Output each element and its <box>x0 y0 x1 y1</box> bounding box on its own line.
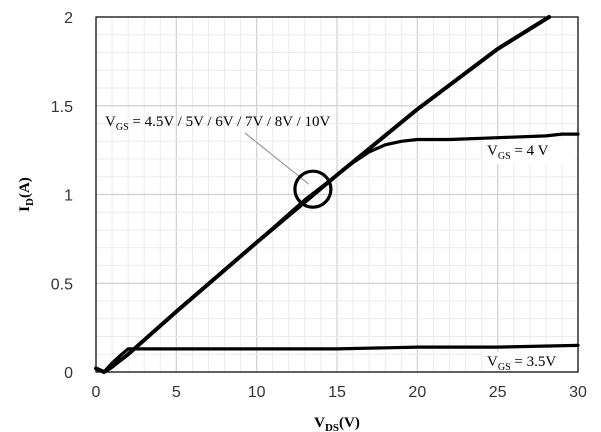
annotation-vgs-3-5-sub: GS <box>498 362 511 373</box>
x-tick-label: 5 <box>172 384 181 401</box>
annotation-target-circle <box>293 169 333 209</box>
annotation-vgs-4-main: V <box>487 143 498 159</box>
annotation-vgs-multi-main: V <box>105 114 116 130</box>
annotation-vgs-4-background <box>483 140 575 164</box>
tick-labels: 0 5 10 15 20 25 30 0 0.5 1 1.5 2 <box>51 10 587 401</box>
annotation-vgs-multi: VGS = 4.5V / 5V / 6V / 7V / 8V / 10V <box>105 114 330 133</box>
annotation-vgs-3-5-main: V <box>487 354 498 370</box>
series-line-vgs-4v <box>94 132 580 374</box>
annotation-vgs-3-5-background <box>483 352 575 371</box>
x-axis-title-unit: (V) <box>339 415 360 431</box>
annotation-vgs-4-sub: GS <box>498 151 511 162</box>
annotation-vgs-4: VGS = 4 V <box>487 143 549 162</box>
grid <box>95 16 579 373</box>
annotation-vgs-3-5: VGS = 3.5V <box>487 354 556 373</box>
y-tick-label: 0 <box>64 365 73 382</box>
x-tick-label: 30 <box>569 384 587 401</box>
x-tick-label: 15 <box>328 384 346 401</box>
y-axis-title-unit: (A) <box>17 177 33 198</box>
x-tick-label: 0 <box>92 384 101 401</box>
plot-frame <box>95 16 579 373</box>
annotation-vgs-multi-rest: = 4.5V / 5V / 6V / 7V / 8V / 10V <box>129 114 331 130</box>
annotation-vgs-multi-sub: GS <box>116 122 129 133</box>
x-axis-title: VDS(V) <box>314 415 360 432</box>
y-tick-label: 1 <box>64 188 73 205</box>
y-tick-label: 2 <box>64 10 73 27</box>
y-tick-label: 1.5 <box>51 99 73 116</box>
annotation-vgs-4-rest: = 4 V <box>511 143 549 159</box>
series-layer <box>94 15 580 374</box>
y-tick-label: 0.5 <box>51 276 73 293</box>
annotation-vgs-3-5-rest: = 3.5V <box>511 354 557 370</box>
x-axis-title-main: V <box>314 415 325 431</box>
y-axis-title-sub: D <box>24 198 36 206</box>
x-axis-title-sub: DS <box>325 422 339 432</box>
x-tick-label: 10 <box>248 384 266 401</box>
x-tick-label: 25 <box>489 384 507 401</box>
annotation-leader-line <box>244 132 310 185</box>
y-axis-title-main: I <box>17 206 33 212</box>
series-line-vgs-3-5v <box>94 343 580 374</box>
y-axis-title: ID(A) <box>17 177 36 212</box>
x-tick-label: 20 <box>408 384 426 401</box>
